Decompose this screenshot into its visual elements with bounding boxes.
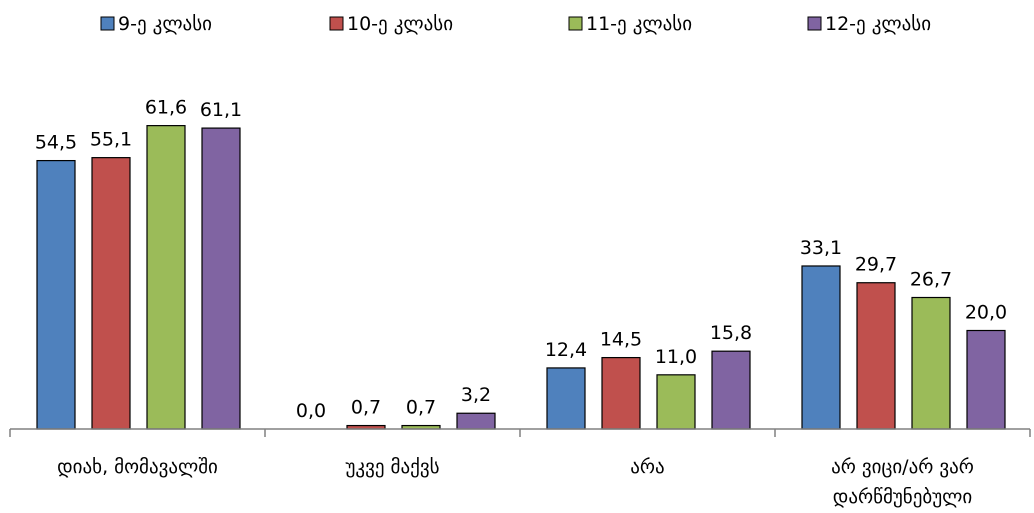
bar bbox=[456, 412, 496, 430]
legend-swatch bbox=[807, 16, 822, 31]
bar bbox=[911, 296, 951, 430]
data-label: 61,1 bbox=[200, 99, 242, 121]
legend-label: 12-ე კლასი bbox=[825, 13, 931, 35]
data-label: 0,7 bbox=[351, 397, 381, 419]
x-axis bbox=[9, 428, 1031, 437]
bar bbox=[146, 125, 186, 430]
bar bbox=[711, 350, 751, 430]
chart-bars bbox=[36, 125, 1006, 430]
data-label: 26,7 bbox=[910, 269, 952, 291]
legend-swatch bbox=[329, 16, 344, 31]
legend-swatch bbox=[568, 16, 583, 31]
bar bbox=[656, 374, 696, 430]
data-label: 54,5 bbox=[35, 132, 77, 154]
legend-label: 11-ე კლასი bbox=[586, 13, 692, 35]
data-label: 61,6 bbox=[145, 97, 187, 119]
bar bbox=[546, 367, 586, 430]
bar bbox=[91, 157, 131, 430]
data-label: 15,8 bbox=[710, 322, 752, 344]
data-label: 33,1 bbox=[800, 237, 842, 259]
data-label: 11,0 bbox=[655, 346, 697, 368]
x-tick-label: არ ვიცი/არ ვარ დარწმუნებული bbox=[831, 456, 974, 508]
legend-label: 10-ე კლასი bbox=[347, 13, 453, 35]
bar bbox=[201, 127, 241, 430]
x-tick-label: დიახ, მომავალში bbox=[57, 456, 218, 478]
data-label: 0,0 bbox=[296, 400, 326, 422]
bar bbox=[856, 282, 896, 430]
x-tick-label: არა bbox=[630, 456, 664, 478]
legend-label: 9-ე კლასი bbox=[118, 13, 212, 35]
chart-legend: 9-ე კლასი 10-ე კლასი 11-ე კლასი 12-ე კლასი bbox=[100, 13, 931, 35]
data-label: 12,4 bbox=[545, 339, 587, 361]
data-label: 3,2 bbox=[461, 384, 491, 406]
data-label: 20,0 bbox=[965, 302, 1007, 324]
data-label: 55,1 bbox=[90, 129, 132, 151]
bar bbox=[601, 356, 641, 430]
chart-data-labels: 54,5 0,0 12,4 33,1 55,1 0,7 14,5 29,7 61,6 0,7 11,… bbox=[35, 97, 1007, 422]
x-tick-label: უკვე მაქვს bbox=[345, 456, 439, 478]
bar bbox=[36, 159, 76, 430]
data-label: 0,7 bbox=[406, 397, 436, 419]
bar bbox=[801, 265, 841, 430]
bar bbox=[966, 329, 1006, 430]
x-axis-tick-labels: დიახ, მომავალში უკვე მაქვს არა არ ვიცი/არ ვ… bbox=[57, 456, 974, 508]
data-label: 29,7 bbox=[855, 254, 897, 276]
data-label: 14,5 bbox=[600, 329, 642, 351]
legend-swatch bbox=[100, 16, 115, 31]
